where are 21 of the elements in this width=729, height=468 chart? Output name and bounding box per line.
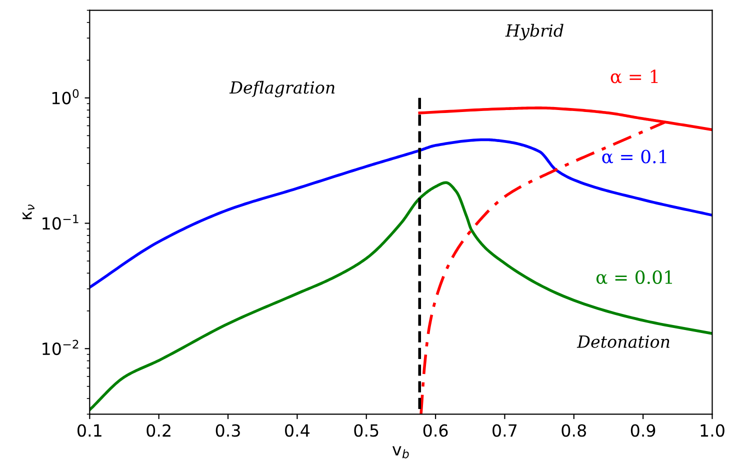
annotation: Hybrid xyxy=(505,24,564,40)
x-tick-label: 0.8 xyxy=(562,424,586,437)
y-tick-label: 10$^{−1}$ xyxy=(42,214,78,230)
x-tick-label: 1.0 xyxy=(700,424,724,437)
x-tick-label: 0.3 xyxy=(216,424,240,437)
series-label: α = 0.1 xyxy=(602,150,666,164)
series-label: α = 1 xyxy=(610,70,658,84)
y-axis-title: κ$_{ν}$ xyxy=(22,204,34,220)
x-tick-label: 0.4 xyxy=(285,424,310,437)
annotation: Detonation xyxy=(576,335,670,348)
series-label: α = 0.01 xyxy=(596,270,672,284)
x-tick-label: 0.1 xyxy=(78,424,102,437)
y-tick-label: 10$^{0}$ xyxy=(52,89,79,104)
y-tick-label: 10$^{−2}$ xyxy=(42,340,78,356)
x-tick-label: 0.6 xyxy=(423,424,448,437)
x-tick-label: 0.2 xyxy=(146,424,170,437)
x-axis-title: v$_{b}$ xyxy=(392,446,409,458)
annotation: Deflagration xyxy=(229,80,335,98)
x-tick-label: 0.5 xyxy=(354,424,378,437)
x-tick-label: 0.7 xyxy=(492,424,517,437)
x-tick-label: 0.9 xyxy=(630,424,656,437)
